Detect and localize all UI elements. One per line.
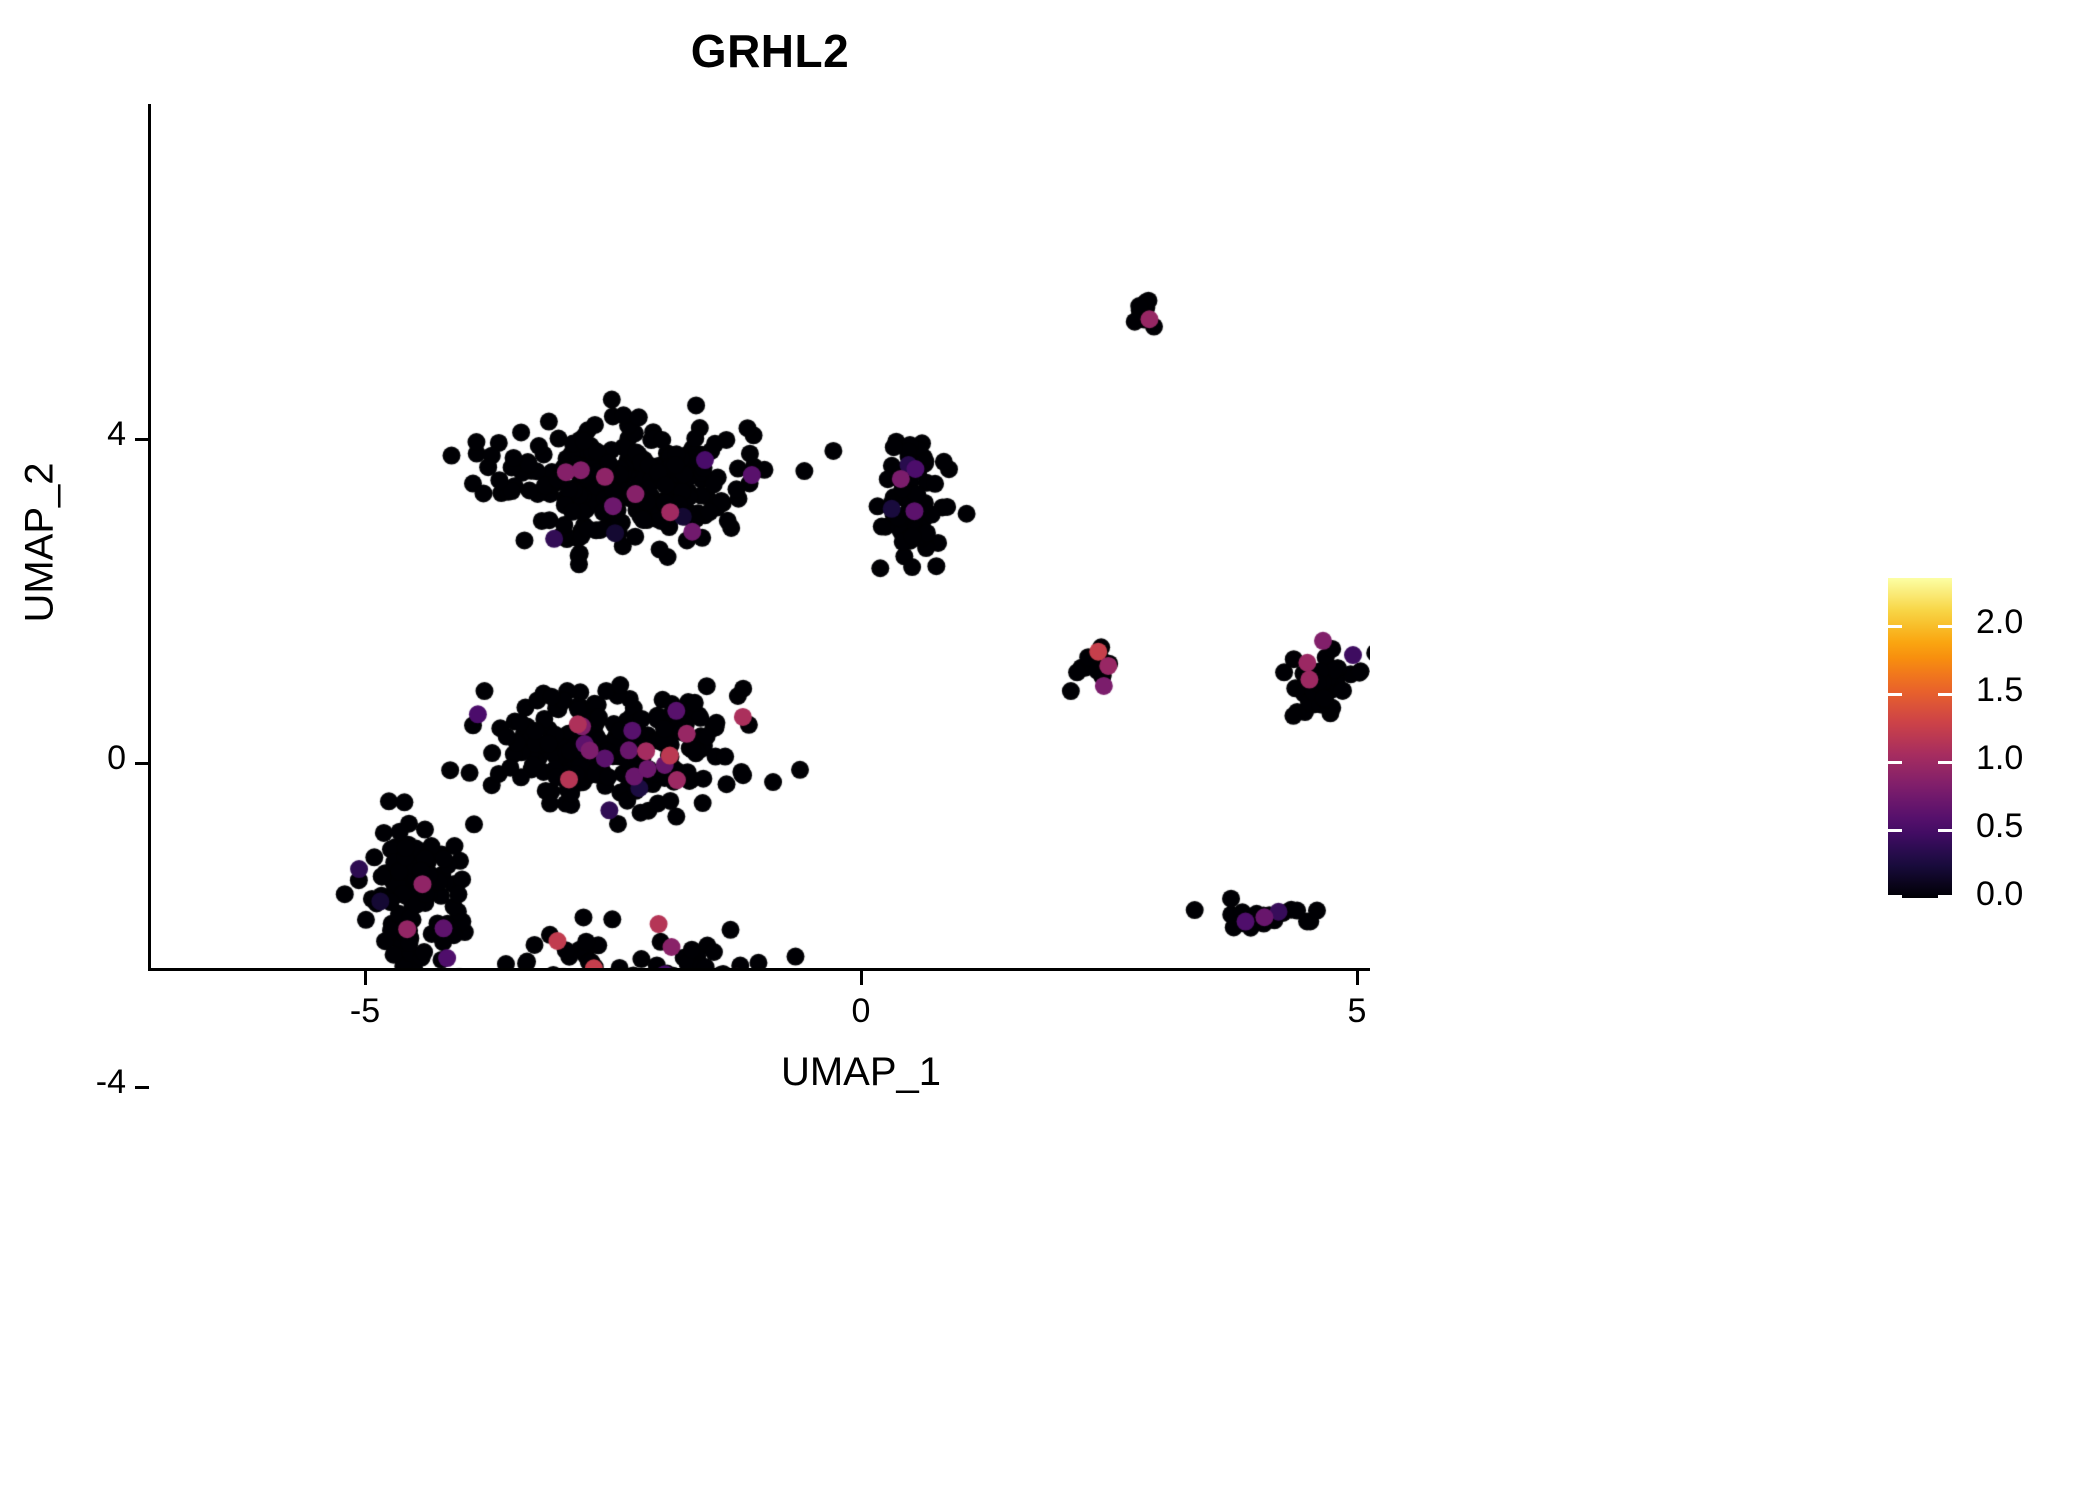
plot-panel bbox=[150, 104, 1370, 970]
colorbar-gradient bbox=[1888, 578, 1952, 898]
x-tick-label: 0 bbox=[851, 992, 871, 1030]
x-tick-mark bbox=[364, 971, 367, 985]
colorbar-tick-mark bbox=[1888, 895, 1902, 898]
y-axis-title: UMAP_2 bbox=[17, 462, 62, 623]
x-axis-title: UMAP_1 bbox=[780, 1050, 942, 1094]
colorbar-tick-label: 1.0 bbox=[1976, 739, 2024, 777]
colorbar-tick-mark bbox=[1888, 625, 1902, 628]
y-tick-mark bbox=[135, 762, 149, 765]
colorbar-tick-mark bbox=[1888, 829, 1902, 832]
page-title: GRHL2 bbox=[690, 25, 850, 77]
colorbar-tick-label: 1.5 bbox=[1976, 671, 2024, 709]
colorbar-tick-mark bbox=[1938, 829, 1952, 832]
colorbar-tick-label: 0.0 bbox=[1976, 875, 2024, 913]
scatter-points-layer bbox=[150, 104, 1370, 970]
x-tick-mark bbox=[1356, 971, 1359, 985]
colorbar-tick-label: 2.0 bbox=[1976, 603, 2024, 641]
x-axis-line bbox=[148, 968, 1370, 971]
colorbar-tick-mark bbox=[1938, 895, 1952, 898]
colorbar-tick-mark bbox=[1938, 693, 1952, 696]
y-axis-line bbox=[148, 104, 151, 970]
y-tick-label: 4 bbox=[107, 415, 126, 453]
x-tick-label: -5 bbox=[349, 992, 381, 1030]
y-tick-label: 0 bbox=[107, 739, 126, 777]
x-tick-mark bbox=[860, 971, 863, 985]
colorbar-tick-mark bbox=[1888, 761, 1902, 764]
y-tick-mark bbox=[135, 438, 149, 441]
x-tick-label: 5 bbox=[1347, 992, 1367, 1030]
colorbar-tick-mark bbox=[1888, 693, 1902, 696]
colorbar-tick-mark bbox=[1938, 761, 1952, 764]
y-tick-mark bbox=[135, 1086, 149, 1089]
colorbar-legend: 0.0 0.5 1.0 1.5 2.0 bbox=[1888, 578, 2088, 913]
colorbar-tick-label: 0.5 bbox=[1976, 807, 2024, 845]
y-tick-label: -4 bbox=[95, 1063, 126, 1101]
colorbar-tick-mark bbox=[1938, 625, 1952, 628]
